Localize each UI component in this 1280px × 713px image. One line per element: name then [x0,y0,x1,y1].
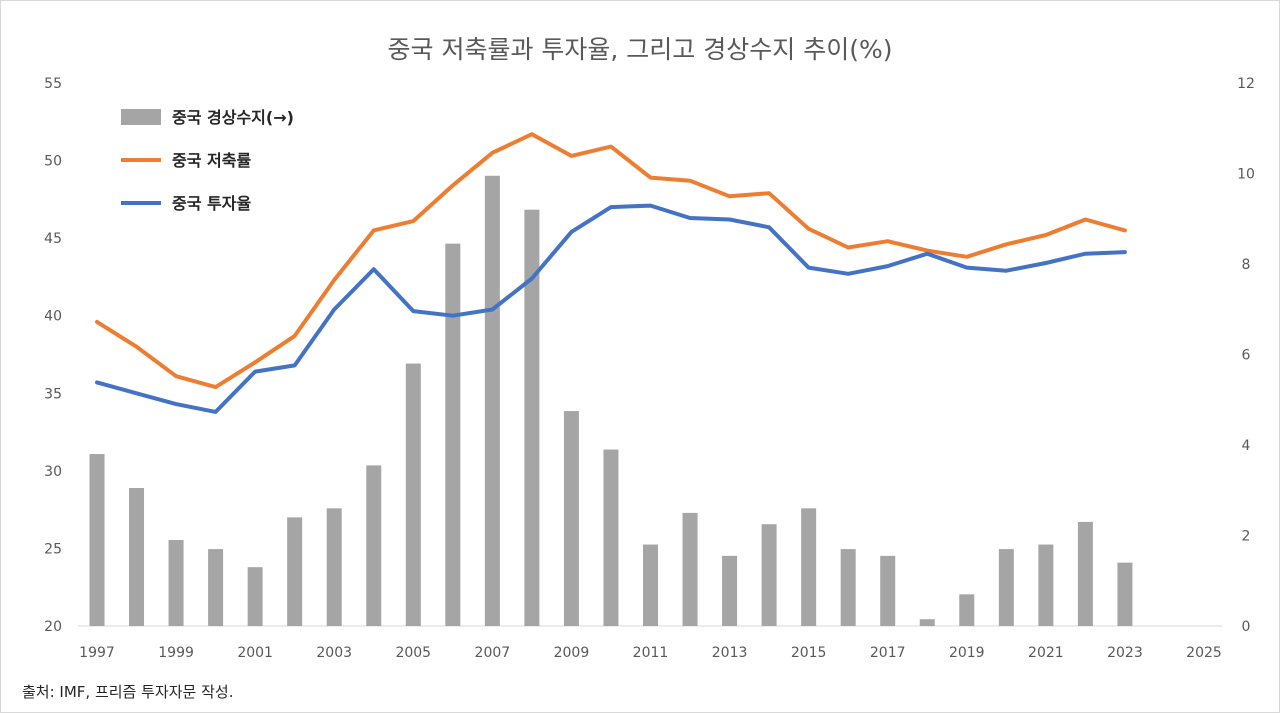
current-account-bar [919,619,935,626]
current-account-bar [326,508,342,626]
left-tick-label: 25 [44,541,62,557]
current-account-bar [998,549,1014,626]
current-account-bar [129,487,145,626]
current-account-bar [722,555,738,626]
current-account-bar [484,175,500,626]
current-account-bar [959,594,975,626]
current-account-bar [247,567,263,626]
left-tick-label: 40 [44,309,62,325]
right-axis: 0 2 4 6 8 10 12 [1237,76,1255,635]
current-account-bar [761,524,777,626]
x-tick-label: 2021 [1028,645,1064,661]
current-account-bar [168,540,184,626]
x-axis: 1997 1999 2001 2003 2005 2007 2009 2011 2013 2015… [79,645,1222,661]
line-series [95,132,1127,414]
legend-investment-rate-label: 중국 투자율 [172,194,251,213]
current-account-bar [840,549,856,626]
x-tick-label: 2009 [554,645,590,661]
x-tick-label: 2003 [316,645,352,661]
left-tick-label: 45 [44,231,62,247]
current-account-bar [682,512,698,626]
current-account-bar [405,363,421,626]
current-account-bar [603,449,619,626]
x-tick-label: 1997 [79,645,115,661]
current-account-bar [1077,521,1093,626]
left-tick-label: 35 [44,386,62,402]
right-tick-label: 12 [1237,76,1255,92]
x-tick-label: 2011 [633,645,669,661]
left-tick-label: 30 [44,464,62,480]
right-tick-label: 8 [1242,257,1251,273]
x-tick-label: 2001 [237,645,273,661]
current-account-bar [563,411,579,626]
x-tick-label: 2019 [949,645,985,661]
legend-current-account-label: 중국 경상수지(→) [172,108,294,127]
current-account-bar [287,517,303,626]
current-account-bar [524,209,540,626]
legend-current-account-swatch [121,109,161,125]
current-account-bar [366,465,382,626]
current-account-bar [1117,562,1133,626]
savings-rate-line [95,132,1127,390]
current-account-bar [880,555,896,626]
left-axis: 20 25 30 35 40 45 50 55 [44,76,62,635]
chart-title: 중국 저축률과 투자율, 그리고 경상수지 추이(%) [388,35,893,64]
current-account-bar [643,544,658,626]
investment-rate-line [95,203,1127,414]
right-tick-label: 4 [1242,438,1251,454]
legend-savings-rate-label: 중국 저축률 [172,151,251,170]
current-account-bar [445,243,461,626]
x-tick-label: 2013 [712,645,748,661]
x-tick-label: 2007 [475,645,511,661]
current-account-bar [1038,544,1054,626]
x-tick-label: 1999 [158,645,194,661]
right-tick-label: 0 [1242,619,1251,635]
current-account-bar [208,549,224,626]
left-tick-label: 50 [44,154,62,170]
source-note: 출처: IMF, 프리즘 투자자문 작성. [22,683,233,701]
left-tick-label: 20 [44,619,62,635]
right-tick-label: 6 [1242,348,1251,364]
left-tick-label: 55 [44,76,62,92]
x-tick-label: 2025 [1186,645,1222,661]
x-tick-label: 2023 [1107,645,1143,661]
right-tick-label: 2 [1242,529,1251,545]
bar-series [89,175,1133,626]
right-tick-label: 10 [1237,167,1255,183]
x-tick-label: 2015 [791,645,827,661]
x-tick-label: 2017 [870,645,906,661]
current-account-bar [89,454,105,626]
x-tick-label: 2005 [395,645,431,661]
current-account-bar [801,508,817,626]
